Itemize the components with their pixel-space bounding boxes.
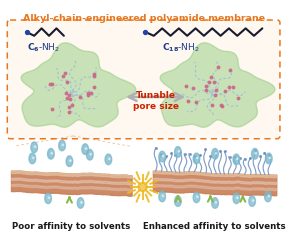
Text: $\mathbf{C_{18}}$-NH$_2$: $\mathbf{C_{18}}$-NH$_2$ [162,41,200,54]
Polygon shape [159,151,165,162]
Polygon shape [162,195,164,197]
Polygon shape [212,148,218,159]
Polygon shape [215,202,217,203]
Text: Tunable
pore size: Tunable pore size [133,90,179,110]
Polygon shape [59,140,65,151]
Polygon shape [48,197,50,198]
Polygon shape [48,148,54,159]
Polygon shape [162,155,164,157]
Text: Enhanced affinity to solvents: Enhanced affinity to solvents [143,222,285,231]
Text: Alkyl-chain-engineered polyamide membrane: Alkyl-chain-engineered polyamide membran… [22,14,265,24]
Polygon shape [81,202,82,203]
Polygon shape [193,153,200,164]
Polygon shape [175,196,181,206]
Polygon shape [197,157,198,159]
Polygon shape [33,157,34,159]
Polygon shape [66,156,73,167]
Polygon shape [249,196,255,206]
Polygon shape [77,198,84,208]
Polygon shape [252,200,254,201]
Polygon shape [159,191,165,202]
FancyBboxPatch shape [7,20,280,139]
Text: $\mathbf{C_6}$-NH$_2$: $\mathbf{C_6}$-NH$_2$ [27,41,60,54]
Polygon shape [34,146,36,147]
Polygon shape [233,193,240,204]
Polygon shape [215,152,217,154]
Polygon shape [85,148,87,149]
Polygon shape [212,198,218,208]
Polygon shape [51,152,53,154]
Polygon shape [175,147,181,157]
Polygon shape [86,149,93,160]
Polygon shape [109,158,110,159]
Polygon shape [178,151,180,152]
Polygon shape [193,192,200,203]
Polygon shape [237,197,238,198]
Polygon shape [265,191,271,202]
Text: Poor affinity to solvents: Poor affinity to solvents [12,222,131,231]
Polygon shape [105,154,112,165]
Polygon shape [90,153,91,155]
Polygon shape [268,195,270,197]
Polygon shape [197,196,198,197]
Polygon shape [31,142,38,153]
Polygon shape [269,157,271,159]
Polygon shape [45,193,52,204]
Polygon shape [255,152,257,154]
Polygon shape [62,144,64,146]
Polygon shape [252,148,258,159]
Polygon shape [21,43,136,127]
Polygon shape [160,43,275,127]
Polygon shape [70,160,71,161]
Polygon shape [266,153,272,164]
Polygon shape [233,154,240,165]
Polygon shape [82,144,89,154]
Polygon shape [29,153,36,164]
Polygon shape [138,182,147,192]
Polygon shape [178,200,180,201]
Polygon shape [237,158,238,159]
